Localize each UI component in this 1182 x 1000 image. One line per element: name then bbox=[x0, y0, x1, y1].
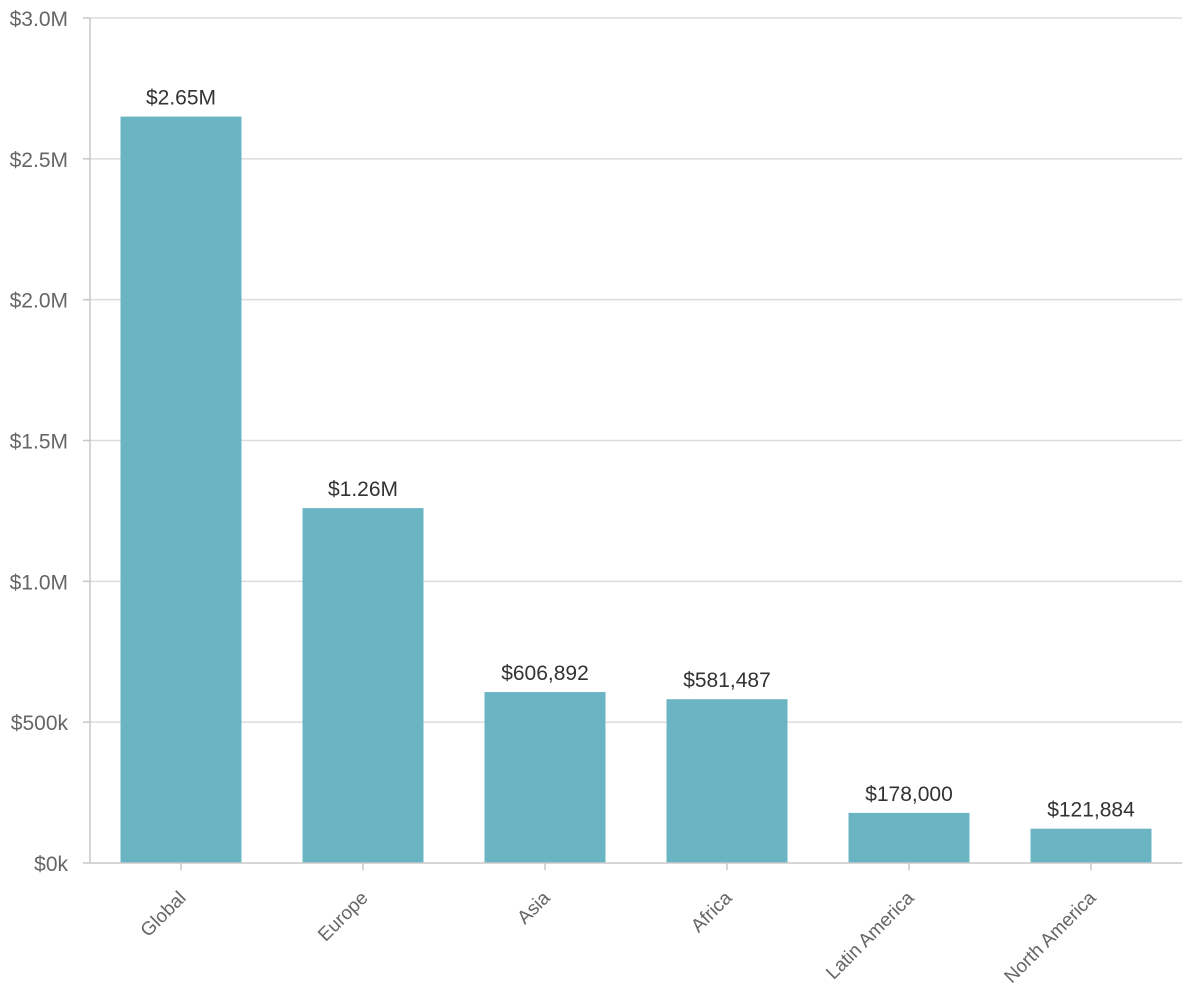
bar-global bbox=[120, 116, 242, 864]
x-tick-label: Latin America bbox=[822, 887, 919, 984]
bar-europe bbox=[302, 508, 424, 863]
data-label: $581,487 bbox=[683, 669, 771, 692]
bar-latin-america bbox=[848, 812, 970, 863]
data-labels: $2.65M $1.26M $606,892 $581,487 $178,000 $121… bbox=[146, 87, 1135, 822]
y-tick-label: $2.5M bbox=[10, 149, 68, 172]
bars bbox=[120, 116, 1152, 864]
x-tick-label: Europe bbox=[314, 888, 372, 946]
y-tick-label: $1.5M bbox=[10, 431, 68, 454]
x-tick-label: North America bbox=[1001, 887, 1101, 987]
y-tick-label: $1.0M bbox=[10, 571, 68, 594]
data-label: $121,884 bbox=[1047, 799, 1135, 822]
data-label: $606,892 bbox=[501, 662, 589, 685]
y-tick-label: $0k bbox=[34, 853, 68, 876]
y-tick-label: $3.0M bbox=[10, 8, 68, 31]
grid-lines bbox=[90, 17, 1182, 723]
x-tick-label: Africa bbox=[687, 887, 736, 936]
data-label: $1.26M bbox=[328, 478, 398, 501]
data-label: $178,000 bbox=[865, 783, 953, 806]
y-tick-label: $500k bbox=[11, 712, 69, 735]
bar-north-america bbox=[1030, 828, 1152, 863]
x-tick-label: Global bbox=[137, 888, 191, 942]
data-label: $2.65M bbox=[146, 87, 216, 110]
x-tick-label: Asia bbox=[514, 887, 555, 928]
bar-africa bbox=[666, 699, 788, 863]
y-tick-label: $2.0M bbox=[10, 290, 68, 313]
bar-asia bbox=[484, 692, 606, 863]
